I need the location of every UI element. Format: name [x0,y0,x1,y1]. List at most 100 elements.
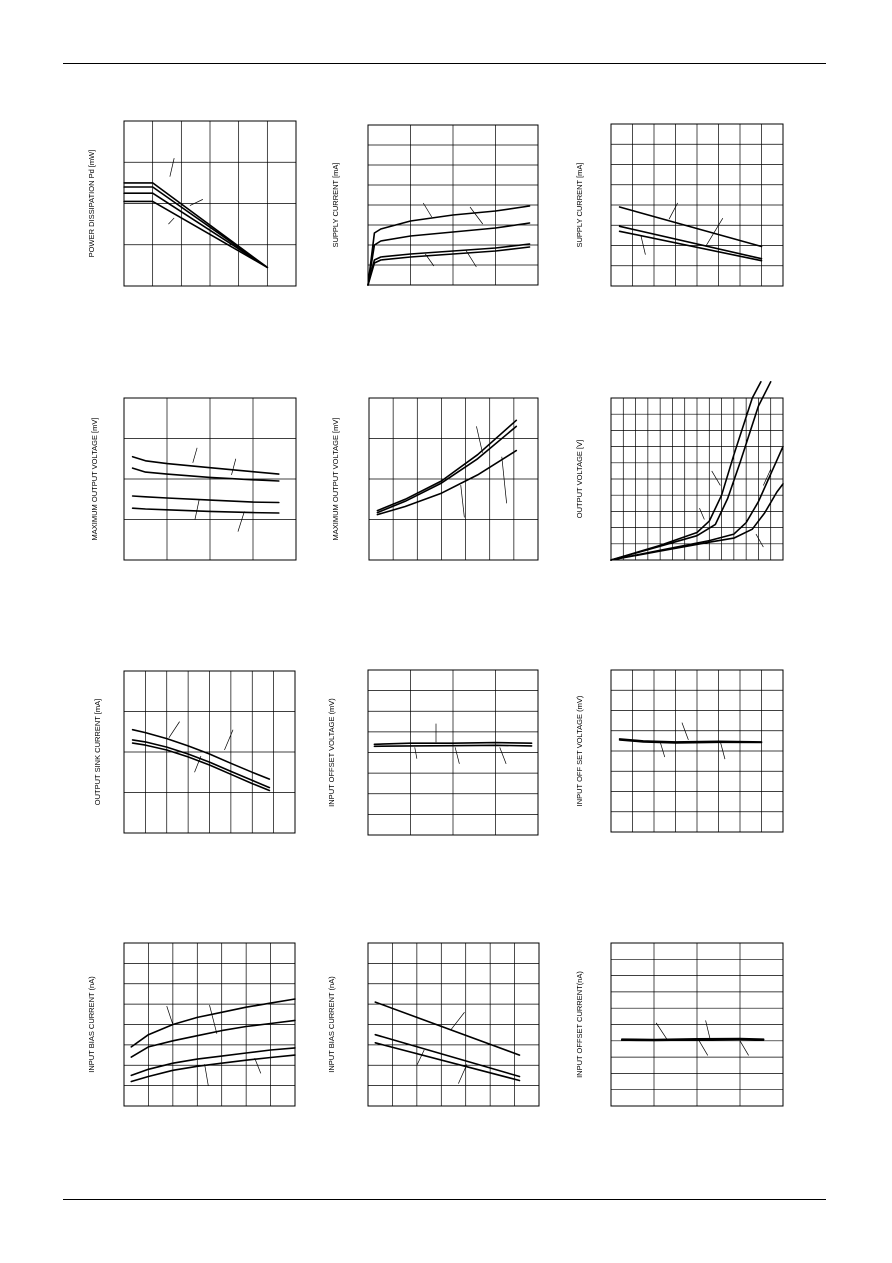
leader-line [414,747,418,759]
leader-line [166,1006,174,1025]
leader-line [711,470,721,486]
series-line-3 [374,1042,521,1082]
leader-line [224,729,234,751]
plot-frame [123,942,296,1107]
series-line-1 [131,728,271,780]
chart-10: INPUT BIAS CURRENT (nA) [87,942,296,1107]
chart-7: OUTPUT SINK CURRENT [mA] [93,670,296,834]
leader-line [763,469,772,486]
series-line-2 [367,222,531,286]
leader-line [705,217,724,247]
series-line-3 [610,445,784,561]
series-line-4 [123,200,269,269]
header-rule [63,63,826,64]
leader-line [458,1064,468,1084]
leader-line [699,508,705,520]
chart-1: POWER DISSIPATION Pd [mW] [87,120,297,287]
y-axis-label: SUPPLY CURRENT [mA] [575,162,584,247]
leader-line [189,199,203,206]
plot-frame [368,397,539,561]
leader-line [422,202,433,218]
series-line-2 [131,467,280,482]
leader-line [237,511,245,532]
series-line-4 [130,1054,296,1083]
plot-frame [123,670,296,834]
leader-line [168,217,175,225]
series-line-2 [618,225,763,260]
leader-line [209,1005,218,1034]
y-axis-label: INPUT BIAS CURRENT (nA) [87,976,96,1073]
plot-frame [610,669,784,833]
leader-line [425,253,435,267]
leader-line [698,1040,709,1056]
y-axis-label: MAXIMUM OUTPUT VOLTAGE [mV] [331,418,340,541]
y-axis-label: OUTPUT VOLTAGE [V] [575,440,584,518]
y-axis-label: OUTPUT SINK CURRENT [mA] [93,699,102,805]
leader-line [501,456,507,504]
leader-line [655,1022,668,1040]
series-line-3 [618,230,763,262]
leader-line [460,485,465,518]
chart-2: SUPPLY CURRENT [mA] [331,124,539,286]
series-line-3 [130,1047,296,1077]
plot-frame [367,669,539,836]
series-line-2 [373,744,533,748]
leader-line [668,202,678,220]
series-line-1 [618,738,763,743]
leader-line [231,458,237,476]
leader-line [254,1057,262,1074]
series-line-4 [367,246,531,286]
leader-line [192,447,198,463]
leader-line [705,1020,711,1039]
leader-line [640,236,646,255]
leader-line [755,533,764,548]
chart-3: SUPPLY CURRENT [mA] [575,123,784,287]
series-line-4 [610,483,784,561]
plot-frame [367,942,540,1107]
plot-frame [367,124,539,286]
series-line-2 [123,186,269,269]
leader-line [739,1040,749,1056]
y-axis-label: INPUT OFFSET VOLTAGE (mV) [327,698,336,807]
series-line-2 [618,739,763,744]
series-line-1 [367,205,531,286]
series-line-1 [610,380,762,561]
chart-4: MAXIMUM OUTPUT VOLTAGE [mV] [90,397,297,561]
series-line-1 [130,998,296,1048]
leader-line [194,499,200,520]
leader-line [454,747,460,764]
leader-line [499,747,507,764]
plot-frame [610,123,784,287]
series-line-1 [374,1001,521,1056]
leader-line [169,158,175,177]
series-line-1 [618,206,763,248]
y-axis-label: POWER DISSIPATION Pd [mW] [87,150,96,258]
leader-line [416,1049,425,1066]
series-line-3 [131,495,280,504]
leader-line [469,206,484,225]
leader-line [168,721,180,739]
y-axis-label: INPUT OFFSET CURRENT(nA) [575,971,584,1078]
plot-frame [610,942,784,1107]
series-line-1 [131,455,280,475]
series-line-1 [373,741,533,746]
y-axis-label: INPUT OFF SET VOLTAGE (mV) [575,695,584,806]
series-line-1 [376,419,518,512]
series-line-2 [376,425,518,514]
plot-frame [123,120,297,287]
series-line-1 [123,182,269,269]
series-line-2 [610,380,772,561]
y-axis-label: SUPPLY CURRENT [mA] [331,162,340,247]
chart-9: INPUT OFF SET VOLTAGE (mV) [575,669,784,833]
chart-5: MAXIMUM OUTPUT VOLTAGE [mV] [331,397,539,561]
footer-rule [63,1199,826,1200]
leader-line [465,249,477,268]
chart-11: INPUT BIAS CURRENT (nA) [327,942,540,1107]
series-line-2 [131,739,271,789]
series-line-2 [374,1033,521,1078]
y-axis-label: INPUT BIAS CURRENT (nA) [327,976,336,1073]
plot-frame [123,397,297,561]
series-line-3 [376,449,518,516]
